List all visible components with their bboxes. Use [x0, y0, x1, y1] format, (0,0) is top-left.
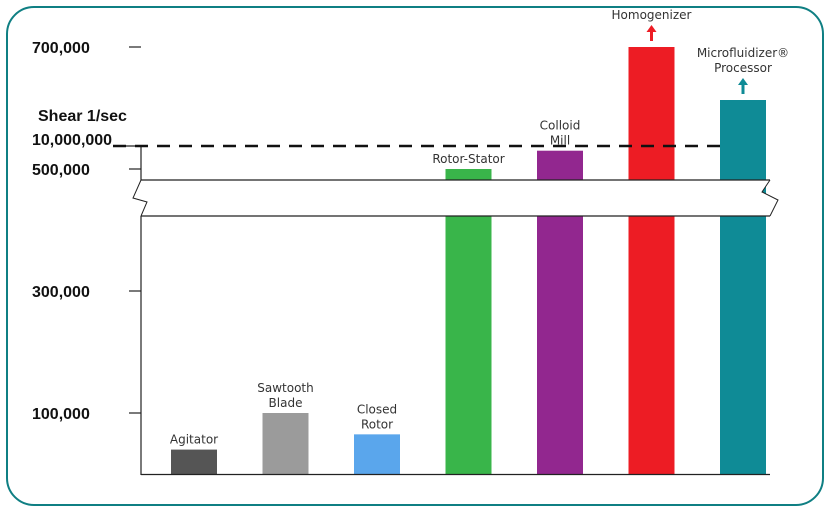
bar-label: Rotor [361, 417, 393, 431]
bar-label: Colloid [540, 119, 581, 133]
bar-label: Blade [269, 396, 303, 410]
bar-label: Rotor-Stator [432, 152, 504, 166]
arrow-head [738, 78, 748, 85]
bar [445, 169, 492, 474]
bar-label: Microfluidizer® [697, 46, 789, 60]
bars [171, 47, 766, 474]
y-tick-label: 500,000 [32, 162, 90, 179]
bar [262, 413, 309, 474]
bar-label: Mill [550, 134, 570, 148]
y-ticks: 100,000 300,000 500,000 700,000 [32, 40, 141, 423]
y-tick-label: 700,000 [32, 40, 90, 57]
bar-label: Sawtooth [257, 381, 313, 395]
bar-label: Agitator [170, 433, 218, 447]
y-tick-label: 100,000 [32, 406, 90, 423]
chart-frame [6, 6, 824, 506]
break-tick-label: 10,000,000 [32, 132, 112, 149]
axis-break-band [133, 180, 778, 216]
bar-label: Closed [357, 402, 397, 416]
y-axis-label: Shear 1/sec [38, 108, 127, 125]
bar [720, 100, 766, 474]
y-tick-label: 300,000 [32, 284, 90, 301]
break-zigzag-left [132, 179, 148, 217]
bar-label: Processor [714, 61, 772, 75]
break-zigzag-right [761, 179, 779, 217]
arrow-head [646, 25, 657, 32]
bar-label: Homogenizer [612, 8, 692, 22]
bar [628, 47, 675, 474]
bar [171, 449, 217, 474]
bar [354, 434, 400, 474]
